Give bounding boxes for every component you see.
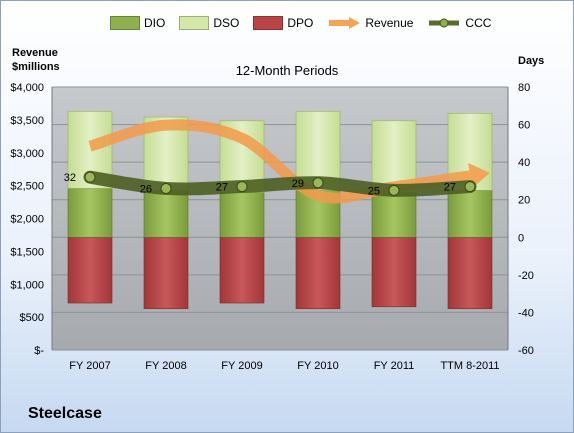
legend-item-dio: DIO xyxy=(110,16,165,30)
left-axis-tick-label: $- xyxy=(34,345,44,357)
category-label: FY 2010 xyxy=(297,360,338,372)
left-axis-tick-label: $4,000 xyxy=(10,82,44,94)
left-axis-tick-label: $500 xyxy=(20,312,44,324)
revenue-arrow-icon xyxy=(329,17,361,29)
bar-dpo xyxy=(219,236,265,304)
legend-label-dso: DSO xyxy=(213,16,240,30)
chart-title: 12-Month Periods xyxy=(235,63,339,78)
right-axis-tick-label: -20 xyxy=(518,270,534,282)
ccc-point xyxy=(388,184,400,196)
category-label: FY 2007 xyxy=(69,360,110,372)
right-axis-tick-label: -60 xyxy=(518,345,534,357)
legend-swatch-dio xyxy=(110,16,140,30)
category-label: FY 2011 xyxy=(374,360,415,372)
right-axis-tick-label: 80 xyxy=(518,82,530,94)
bar-dio xyxy=(219,191,265,238)
ccc-data-label: 29 xyxy=(292,178,304,190)
legend-label-ccc: CCC xyxy=(465,16,492,30)
ccc-data-label: 27 xyxy=(444,182,456,194)
ccc-data-label: 27 xyxy=(216,182,228,194)
legend-swatch-dso xyxy=(179,16,210,30)
ccc-point xyxy=(160,182,172,194)
bar-dpo xyxy=(67,236,113,304)
plot-area xyxy=(52,87,508,350)
ccc-point xyxy=(84,171,96,183)
right-axis-tick-label: 60 xyxy=(518,120,530,132)
bar-dpo xyxy=(447,236,493,309)
left-axis-tick-label: $1,000 xyxy=(10,279,44,291)
ccc-point xyxy=(236,181,248,193)
legend-label-dio: DIO xyxy=(144,16,166,30)
ccc-data-label: 32 xyxy=(64,172,76,184)
ccc-point xyxy=(312,177,324,189)
bar-dio xyxy=(371,191,417,238)
category-label: TTM 8-2011 xyxy=(440,360,499,372)
legend-item-dso: DSO xyxy=(179,16,239,30)
legend-item-revenue: Revenue xyxy=(327,16,413,30)
left-axis-title: Revenue $millions xyxy=(12,47,60,73)
left-axis-tick-label: $2,000 xyxy=(10,214,44,226)
right-axis-tick-label: -40 xyxy=(518,307,534,319)
left-axis-tick-label: $1,500 xyxy=(10,246,44,258)
legend-swatch-dpo xyxy=(253,16,284,30)
ccc-data-label: 26 xyxy=(140,183,152,195)
left-axis-tick-label: $3,000 xyxy=(10,148,44,160)
category-label: FY 2009 xyxy=(221,360,262,372)
right-axis-title: Days xyxy=(518,55,545,67)
right-axis-tick-label: 40 xyxy=(518,157,530,169)
left-axis-tick-label: $2,500 xyxy=(10,181,44,193)
legend-label-revenue: Revenue xyxy=(365,16,414,30)
legend: DIO DSO DPO Revenue CCC xyxy=(110,16,505,30)
bar-dio xyxy=(67,188,113,238)
legend-item-dpo: DPO xyxy=(253,16,313,30)
company-name: Steelcase xyxy=(28,405,102,422)
right-axis-tick-label: 0 xyxy=(518,232,524,244)
ccc-line xyxy=(83,170,477,197)
bar-dio xyxy=(143,190,189,238)
legend-item-ccc: CCC xyxy=(427,16,491,30)
ccc-point xyxy=(464,181,476,193)
left-axis-tick-label: $3,500 xyxy=(10,115,44,127)
right-axis-tick-label: 20 xyxy=(518,195,530,207)
bar-dpo xyxy=(143,236,189,309)
bar-dpo xyxy=(295,236,341,309)
ccc-data-label: 25 xyxy=(368,185,380,197)
bar-dio xyxy=(447,190,493,238)
ccc-line-icon xyxy=(429,18,460,28)
category-label: FY 2008 xyxy=(145,360,186,372)
bar-dpo xyxy=(371,236,417,308)
legend-label-dpo: DPO xyxy=(287,16,314,30)
